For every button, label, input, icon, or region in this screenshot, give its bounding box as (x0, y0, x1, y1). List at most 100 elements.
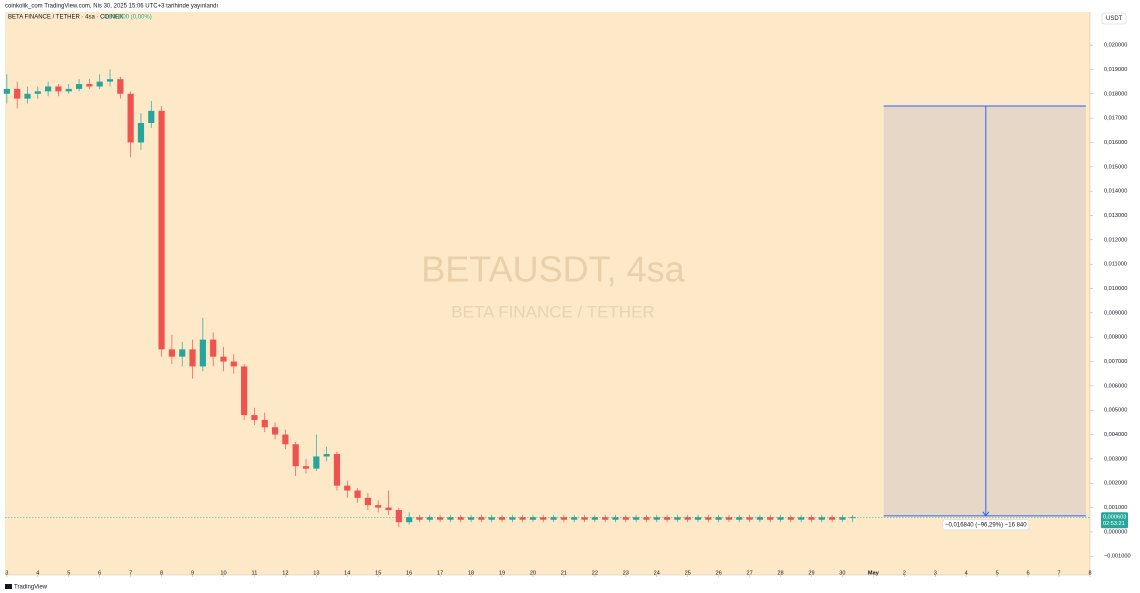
candle-body (653, 517, 660, 520)
candle-body (375, 505, 382, 508)
candle-body (849, 517, 856, 519)
candle-body (767, 517, 774, 520)
x-tick-label: 10 (220, 570, 226, 576)
candle-body (271, 427, 279, 435)
candle-body (179, 349, 186, 357)
y-tick-label: −0,001000 (1104, 554, 1131, 560)
candle-body (313, 456, 320, 469)
candle-body (189, 349, 196, 367)
candle-body (96, 81, 103, 87)
x-tick-label: 13 (313, 570, 319, 576)
x-tick-label: 30 (839, 570, 845, 576)
x-tick-label: 5 (67, 570, 70, 576)
currency-badge[interactable] (1101, 12, 1127, 25)
candle-body (736, 517, 743, 520)
x-tick-label: 3 (934, 570, 937, 576)
x-tick-label: 7 (1057, 570, 1060, 576)
candle-body (602, 517, 609, 520)
x-tick-label: 27 (746, 570, 752, 576)
candle-body (282, 434, 289, 445)
y-tick-label: 0,001000 (1104, 505, 1127, 511)
candle-body (839, 517, 846, 520)
candle-body (467, 517, 475, 520)
candle-body (437, 517, 444, 520)
y-tick-label: 0,017000 (1104, 116, 1127, 122)
candle-body (529, 517, 537, 520)
y-tick-label: 0,013000 (1104, 213, 1127, 219)
candle-body (684, 517, 691, 520)
x-tick-label: 6 (98, 570, 101, 576)
candle-body (540, 517, 547, 520)
y-tick-label: 0,012000 (1104, 237, 1127, 243)
y-tick-label: 0,002000 (1104, 481, 1127, 487)
candle-body (385, 507, 392, 511)
candle-body (117, 79, 124, 94)
y-tick-label: 0,011000 (1104, 262, 1127, 268)
candle-body (55, 86, 62, 92)
candle-body (633, 517, 640, 520)
candle-body (86, 84, 93, 87)
candle-body (344, 485, 351, 491)
candle-body (829, 517, 836, 520)
candle-body (798, 517, 805, 520)
x-tick-label: 22 (592, 570, 598, 576)
x-tick-label: 4 (965, 570, 968, 576)
candle-body (581, 517, 588, 520)
candle-body (3, 88, 10, 94)
last-price-tag (1101, 512, 1128, 529)
candle-body (241, 366, 248, 416)
y-tick-label: 0,015000 (1104, 164, 1127, 170)
candle-body (416, 517, 423, 520)
y-tick-label: 0,005000 (1104, 408, 1127, 414)
candle-body (251, 415, 258, 420)
x-tick-label: 5 (996, 570, 999, 576)
candle-body (395, 510, 402, 523)
y-tick-label: 0,006000 (1104, 383, 1127, 389)
publisher-note: coinkolik_com TradingView.com, Nis 30, 2… (5, 4, 219, 10)
x-tick-label: 8 (1088, 570, 1091, 576)
candle-body (550, 517, 557, 520)
candle-body (591, 517, 598, 520)
candle-body (364, 497, 371, 506)
candle-body (14, 88, 21, 99)
legend-change: 0,000000 (0,00%) (104, 15, 152, 21)
candle-body (705, 517, 712, 520)
candle-body (158, 110, 165, 350)
candle-body (787, 517, 794, 520)
countdown: 02:53:21 (1103, 521, 1125, 527)
candle-body (478, 517, 485, 520)
y-tick-label: 0,018000 (1104, 91, 1127, 97)
candle-body (65, 88, 72, 92)
y-tick-label: 0,003000 (1104, 456, 1127, 462)
candle-body (808, 517, 815, 520)
candle-body (292, 444, 299, 467)
candle-body (261, 419, 268, 428)
last-price-label: 0,000603 (1103, 515, 1126, 521)
candle-body (148, 110, 155, 123)
candle-body (756, 517, 763, 520)
candle-body (45, 86, 52, 92)
candle-body (519, 517, 526, 520)
currency[interactable]: USDT (1106, 16, 1123, 22)
candle-body (509, 517, 516, 520)
candle-body (715, 517, 722, 520)
x-tick-label: 20 (530, 570, 536, 576)
y-tick-label: 0,010000 (1104, 286, 1127, 292)
y-tick-label: 0,014000 (1104, 189, 1127, 195)
candle-body (220, 356, 227, 362)
candle-body (818, 517, 825, 520)
x-tick-label: 2 (903, 570, 906, 576)
brand-logo (5, 584, 12, 589)
candle-body (34, 91, 41, 94)
y-tick-label: 0,004000 (1104, 432, 1127, 438)
candle-body (137, 122, 145, 143)
x-tick-label: 3 (5, 570, 8, 576)
x-tick-label: 11 (252, 570, 258, 576)
candle-body (674, 517, 681, 520)
y-tick-label: 0,019000 (1104, 67, 1127, 73)
x-tick-label: 15 (375, 570, 381, 576)
candle-body (571, 517, 578, 520)
candle-body (457, 517, 464, 520)
candle-body (612, 517, 619, 520)
